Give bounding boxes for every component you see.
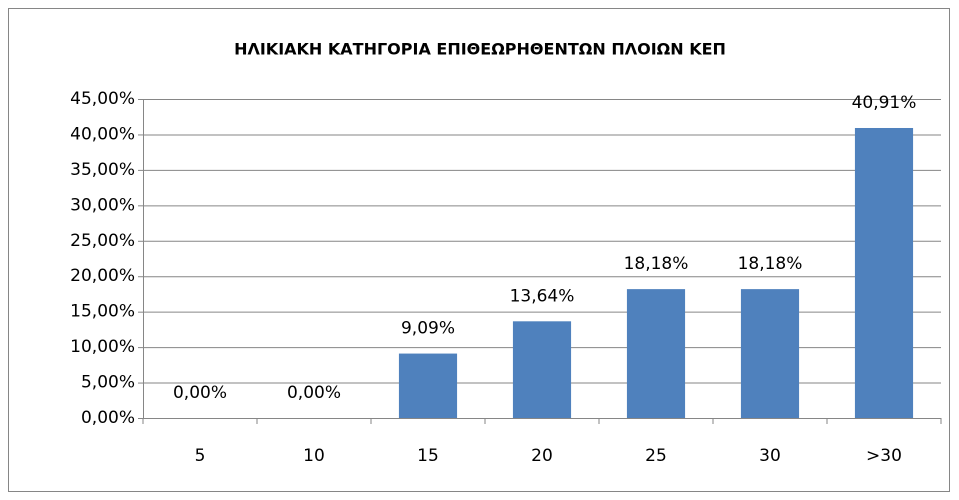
- y-tick-label: 30,00%: [70, 195, 135, 215]
- bar: [740, 289, 800, 418]
- bar: [854, 127, 914, 418]
- x-tick-label: 15: [417, 446, 439, 466]
- value-label: 18,18%: [624, 254, 689, 274]
- y-tick-label: 40,00%: [70, 124, 135, 144]
- chart-title: ΗΛΙΚΙΑΚΗ ΚΑΤΗΓΟΡΙΑ ΕΠΙΘΕΩΡΗΘΕΝΤΩΝ ΠΛΟΙΩΝ…: [234, 40, 726, 59]
- y-tick-label: 5,00%: [81, 373, 135, 393]
- value-label: 0,00%: [173, 383, 227, 403]
- value-label: 13,64%: [510, 286, 575, 306]
- y-tick-label: 35,00%: [70, 160, 135, 180]
- value-label: 9,09%: [401, 319, 455, 339]
- x-tick-label: 5: [195, 446, 206, 466]
- bar: [398, 353, 458, 418]
- x-tick-label: 20: [531, 446, 553, 466]
- x-tick-label: 25: [645, 446, 667, 466]
- y-tick-label: 45,00%: [70, 89, 135, 109]
- x-tick-label: >30: [866, 446, 902, 466]
- bar: [512, 321, 572, 418]
- y-tick-label: 15,00%: [70, 302, 135, 322]
- y-tick-label: 10,00%: [70, 337, 135, 357]
- chart-border: [8, 8, 950, 492]
- y-tick-label: 0,00%: [81, 408, 135, 428]
- value-label: 0,00%: [287, 383, 341, 403]
- bar: [626, 289, 686, 418]
- value-label: 18,18%: [738, 254, 803, 274]
- x-tick-label: 10: [303, 446, 325, 466]
- value-label: 40,91%: [852, 93, 917, 113]
- y-tick-label: 20,00%: [70, 266, 135, 286]
- y-tick-label: 25,00%: [70, 231, 135, 251]
- x-tick-label: 30: [759, 446, 781, 466]
